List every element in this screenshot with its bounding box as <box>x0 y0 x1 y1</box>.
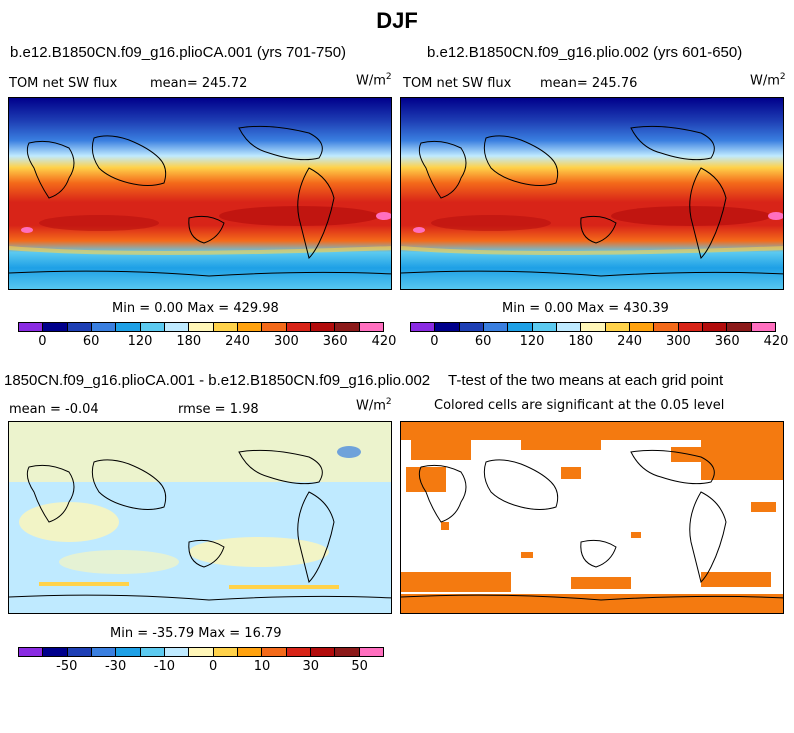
colorbar-swatch <box>605 323 630 331</box>
colorbar-tick-label: -30 <box>104 659 127 674</box>
colorbar-tick-label: 60 <box>474 334 492 349</box>
panel-title-top-right: b.e12.B1850CN.f09_g16.plio.002 (yrs 601-… <box>427 44 743 61</box>
colorbar-swatch <box>335 323 360 331</box>
colorbar-tick-label: 240 <box>225 334 251 349</box>
colorbar-tick-label: 120 <box>519 334 545 349</box>
colorbar-tick-label: 0 <box>209 659 218 674</box>
colorbar-swatch <box>213 323 238 331</box>
map-top-right <box>400 97 784 290</box>
colorbar-tick-label: 10 <box>253 659 271 674</box>
colorbar-tick-label: 360 <box>322 334 348 349</box>
colorbar-tick-label: 360 <box>714 334 740 349</box>
minmax-top-right: Min = 0.00 Max = 430.39 <box>502 301 669 316</box>
colorbar-top-right <box>410 322 776 332</box>
units-label-top-left: W/m2 <box>356 72 392 89</box>
colorbar-swatch <box>459 323 484 331</box>
colorbar-swatch <box>678 323 703 331</box>
rmse-label-bottom-left: rmse = 1.98 <box>178 402 259 417</box>
colorbar-tick-label: 240 <box>617 334 643 349</box>
colorbar-swatch <box>359 648 383 656</box>
colorbar-swatch <box>237 648 263 656</box>
colorbar-swatch <box>91 323 117 331</box>
colorbar-swatch <box>116 323 141 331</box>
colorbar-swatch <box>483 323 509 331</box>
colorbar-swatch <box>581 323 606 331</box>
colorbar-swatch <box>116 648 141 656</box>
colorbar-swatch <box>702 323 728 331</box>
colorbar-swatch <box>213 648 238 656</box>
map-top-left <box>8 97 392 290</box>
map-bottom-left <box>8 421 392 614</box>
colorbar-swatch <box>43 323 68 331</box>
colorbar-tick-label: 180 <box>568 334 594 349</box>
colorbar-swatch <box>164 323 190 331</box>
figure-title: DJF <box>376 8 418 33</box>
colorbar-swatch <box>629 323 655 331</box>
colorbar-swatch <box>310 648 336 656</box>
colorbar-tick-label: 300 <box>273 334 299 349</box>
colorbar-swatch <box>435 323 460 331</box>
colorbar-swatch <box>411 323 436 331</box>
minmax-bottom-left: Min = -35.79 Max = 16.79 <box>110 626 282 641</box>
minmax-top-left: Min = 0.00 Max = 429.98 <box>112 301 279 316</box>
panel-title-bottom-left: 1850CN.f09_g16.plioCA.001 - b.e12.B1850C… <box>4 372 431 389</box>
colorbar-swatch <box>508 323 533 331</box>
panel-subtitle-bottom-right: Colored cells are significant at the 0.0… <box>434 398 725 413</box>
colorbar-swatch <box>532 323 557 331</box>
colorbar-tick-label: 0 <box>38 334 47 349</box>
colorbar-swatch <box>335 648 360 656</box>
colorbar-tick-label: -10 <box>153 659 176 674</box>
colorbar-bottom-left <box>18 647 384 657</box>
colorbar-swatch <box>727 323 752 331</box>
variable-label-top-left: TOM net SW flux <box>9 76 118 91</box>
colorbar-swatch <box>67 323 92 331</box>
units-label-top-right: W/m2 <box>750 72 786 89</box>
colorbar-tick-label: 30 <box>302 659 320 674</box>
colorbar-swatch <box>140 323 165 331</box>
colorbar-swatch <box>19 648 44 656</box>
colorbar-swatch <box>286 648 311 656</box>
colorbar-swatch <box>189 648 214 656</box>
colorbar-swatch <box>67 648 92 656</box>
map-bottom-right <box>400 421 784 614</box>
panel-title-bottom-right: T-test of the two means at each grid poi… <box>448 372 724 389</box>
colorbar-top-left <box>18 322 384 332</box>
colorbar-tick-label: 300 <box>665 334 691 349</box>
colorbar-tick-label: 50 <box>351 659 368 674</box>
colorbar-swatch <box>262 648 287 656</box>
colorbar-swatch <box>654 323 679 331</box>
colorbar-swatch <box>91 648 117 656</box>
mean-label-top-right: mean= 245.76 <box>540 76 638 91</box>
colorbar-swatch <box>751 323 775 331</box>
colorbar-swatch <box>359 323 383 331</box>
colorbar-tick-label: 420 <box>371 334 397 349</box>
colorbar-tick-label: 420 <box>763 334 789 349</box>
colorbar-swatch <box>237 323 263 331</box>
colorbar-swatch <box>19 323 44 331</box>
colorbar-swatch <box>164 648 190 656</box>
mean-label-bottom-left: mean = -0.04 <box>9 402 99 417</box>
colorbar-tick-label: 0 <box>430 334 439 349</box>
colorbar-tick-label: 60 <box>82 334 100 349</box>
panel-title-top-left: b.e12.B1850CN.f09_g16.plioCA.001 (yrs 70… <box>10 44 347 61</box>
colorbar-tick-label: 120 <box>127 334 153 349</box>
colorbar-swatch <box>262 323 287 331</box>
colorbar-swatch <box>310 323 336 331</box>
colorbar-swatch <box>556 323 582 331</box>
colorbar-swatch <box>140 648 165 656</box>
mean-label-top-left: mean= 245.72 <box>150 76 248 91</box>
variable-label-top-right: TOM net SW flux <box>403 76 512 91</box>
colorbar-swatch <box>286 323 311 331</box>
colorbar-swatch <box>189 323 214 331</box>
colorbar-swatch <box>43 648 68 656</box>
colorbar-tick-label: 180 <box>176 334 202 349</box>
colorbar-tick-label: -50 <box>56 659 78 674</box>
units-label-bottom-left: W/m2 <box>356 397 392 414</box>
